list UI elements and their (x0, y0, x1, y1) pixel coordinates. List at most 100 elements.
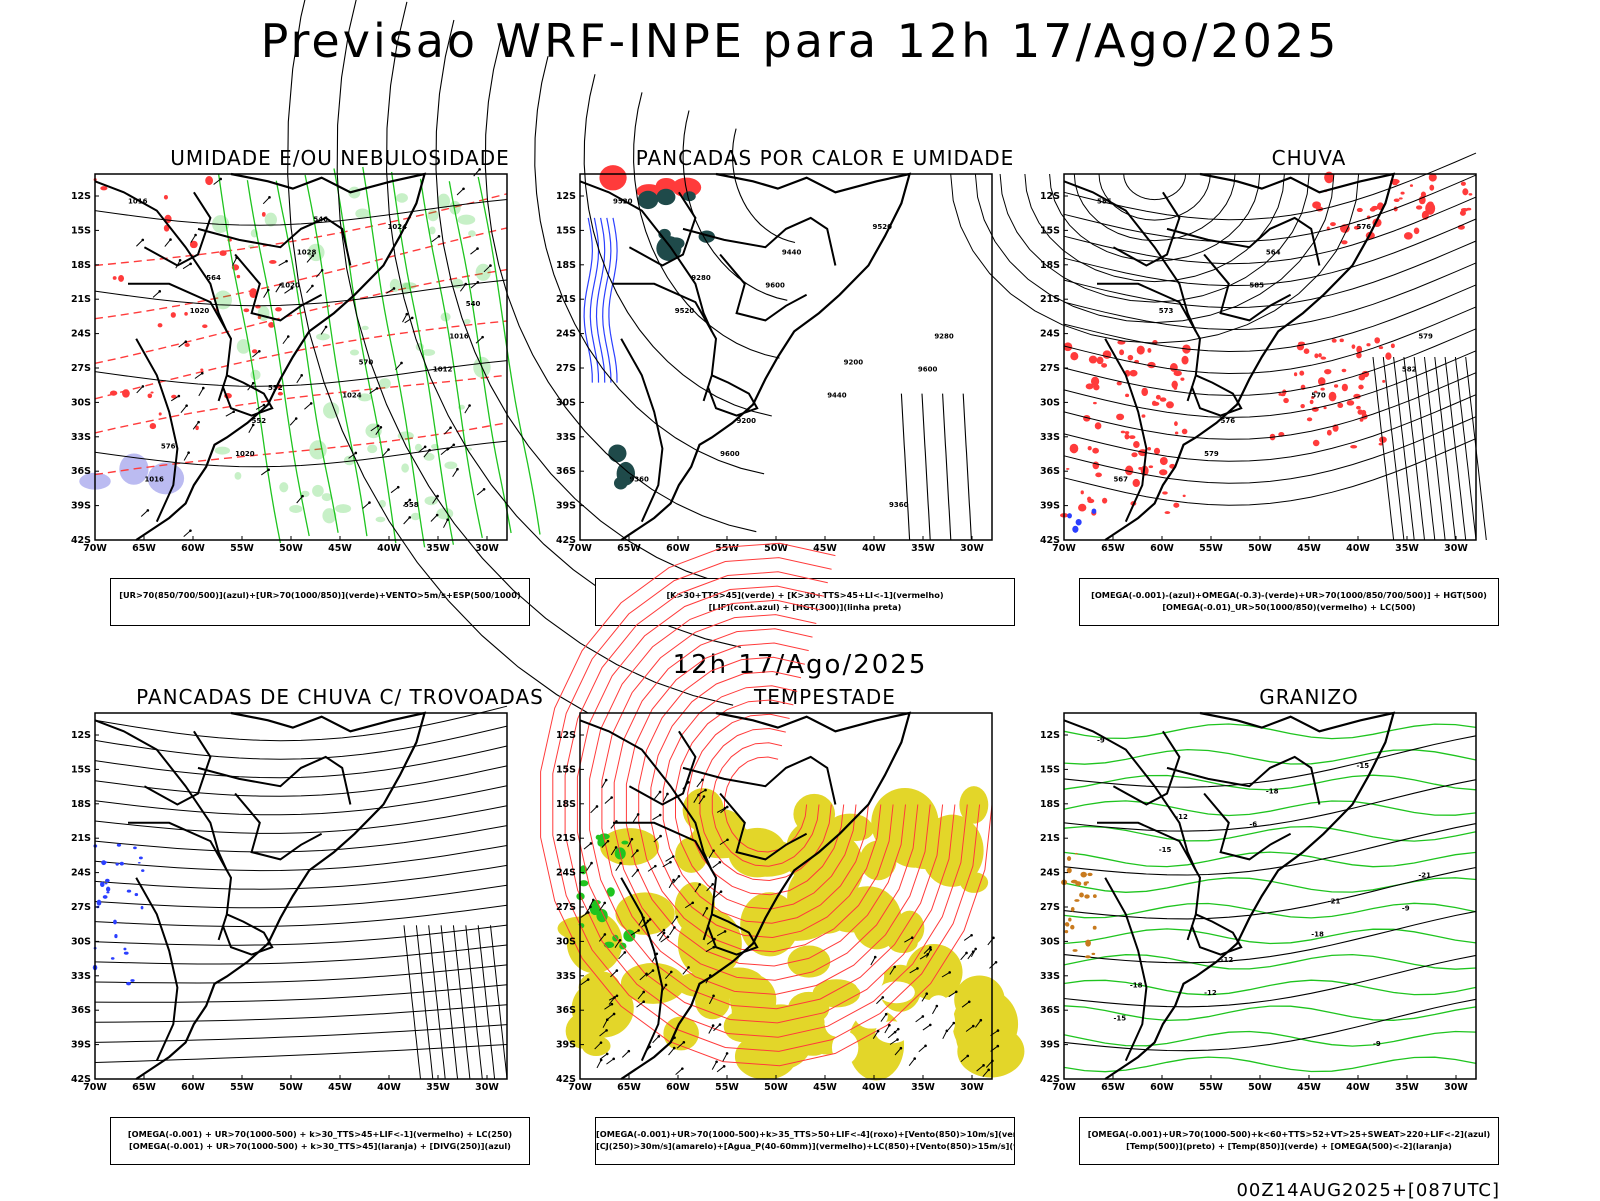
wind-vector-head (702, 795, 706, 798)
humidity-low-level-fill-cell (378, 378, 391, 389)
lon-tick-label: 40W (1346, 1082, 1370, 1093)
streamlines-850-line (662, 685, 869, 924)
wind-vector-head (452, 443, 456, 447)
wind-vector (289, 418, 297, 426)
humidity-low-level-fill-cell (309, 440, 327, 460)
wind-vector-head (309, 402, 313, 405)
lat-tick-label: 18S (1040, 799, 1060, 810)
country-border (221, 913, 274, 956)
wind-vector-head (387, 448, 390, 451)
wind850-green-cell (621, 840, 629, 845)
lon-tick-label: 30W (960, 1082, 984, 1093)
wind-vector-head (725, 1052, 729, 1055)
rain-red-cell (1096, 356, 1104, 365)
wind-vector (652, 1035, 660, 1044)
streamlines-line (94, 845, 508, 872)
humidity-low-level-fill-cell (427, 209, 439, 222)
wind-vector-head (698, 883, 701, 886)
rain-blue (1067, 508, 1097, 533)
wind-vector (598, 934, 606, 942)
wind-vector (932, 1005, 938, 1015)
legend-box: [OMEGA(-0.001) + UR>70(1000-500) + k>30_… (110, 1117, 530, 1165)
rain-red-cell (1129, 369, 1138, 377)
streamlines-line (94, 825, 508, 853)
wind-vector-head (881, 996, 885, 999)
instability-green-cell (637, 190, 659, 210)
rain-blue-cell (1072, 525, 1079, 533)
humidity-low-level-fill-cell (234, 472, 242, 480)
humidity-low-level-fill-cell (449, 200, 461, 215)
omega-orange-cell (1075, 881, 1082, 887)
rain-red-cell (1159, 397, 1167, 402)
thickness-red-cell (112, 276, 117, 280)
wind-vector-head (646, 919, 650, 923)
rain-red-cell (1318, 353, 1322, 358)
thickness-red-cell (100, 186, 108, 191)
wind850-green-cell (597, 837, 605, 847)
contour-label: -15 (1159, 846, 1172, 854)
wind-vector (967, 951, 974, 960)
wind-vector (583, 843, 592, 850)
wind-vector (915, 1016, 924, 1023)
wind-vector (716, 930, 726, 937)
country-border (1166, 755, 1321, 805)
humidity-low-level-line (448, 181, 512, 534)
hgt300-contours (287, 0, 796, 764)
divergence-blue-cell (105, 886, 111, 892)
contour-label: -21 (1418, 872, 1431, 880)
wind-vector (470, 248, 478, 255)
rain-red-cell (1293, 372, 1298, 377)
lifted-index-contours-line (602, 217, 612, 383)
main-title: Previsao WRF-INPE para 12h 17/Ago/2025 (260, 14, 1340, 68)
rain-red-cell (1136, 345, 1145, 355)
wind-vector-head (677, 874, 681, 878)
jet-gap-cell (824, 1013, 850, 1037)
hgt300-contours-line (287, 0, 726, 764)
thickness-red-cell (277, 391, 283, 396)
hgt300-contours-line (731, 128, 796, 244)
panel-title: GRANIZO (1259, 685, 1359, 709)
rain-red-cell (1300, 404, 1305, 409)
lat-tick-label: 12S (1040, 730, 1060, 741)
panel-pancadas-calor: PANCADAS POR CALOR E UMIDADE 9520 9600 960… (287, 0, 1075, 764)
country-border (1104, 877, 1148, 1062)
thickness-red (93, 176, 283, 431)
wind850-green (576, 833, 636, 950)
rain-red-cell (1390, 343, 1395, 349)
wind-vector-head (971, 1024, 975, 1028)
rain-red-cell (1415, 205, 1423, 210)
wind-vector (923, 946, 931, 954)
rain-red-cell (1078, 503, 1087, 512)
coastline (135, 711, 427, 1080)
divergence-blue-cell (137, 861, 141, 864)
country-border (1166, 216, 1321, 266)
wind-vector (282, 336, 289, 345)
wind-vector (870, 956, 876, 966)
panel-title: PANCADAS POR CALOR E UMIDADE (635, 146, 1015, 170)
temp850-contours-line (1063, 851, 1477, 868)
wind-vector (596, 1059, 602, 1069)
hgt300-contours-line (942, 393, 952, 541)
lat-tick-label: 36S (71, 1005, 91, 1016)
rain-red-cell (1125, 393, 1130, 398)
rain-red-cell (1095, 472, 1102, 478)
wind-vector-head (627, 1049, 631, 1053)
contour-label: -6 (1249, 820, 1257, 828)
wind-vector (921, 993, 928, 1002)
wind-vector-head (262, 403, 266, 407)
lat-tick-label: 24S (71, 329, 91, 340)
lat-tick-label: 42S (556, 1074, 576, 1085)
wind-vector (464, 405, 470, 414)
wind-vector-head (606, 839, 610, 843)
lon-tick-label: 30W (475, 543, 499, 554)
rain-red-cell (1147, 348, 1152, 353)
rain-red-cell (1155, 394, 1161, 400)
wind-vector-head (615, 994, 619, 998)
country-border (234, 253, 323, 322)
thickness-red-cell (157, 323, 163, 328)
wind-vector-head (637, 929, 640, 932)
panel-title: PANCADAS DE CHUVA C/ TROVOADAS (136, 685, 544, 709)
humidity-low-level-fill-cell (463, 318, 471, 325)
omega-orange-cell (1085, 939, 1091, 947)
streamlines-850-line (552, 557, 981, 1052)
